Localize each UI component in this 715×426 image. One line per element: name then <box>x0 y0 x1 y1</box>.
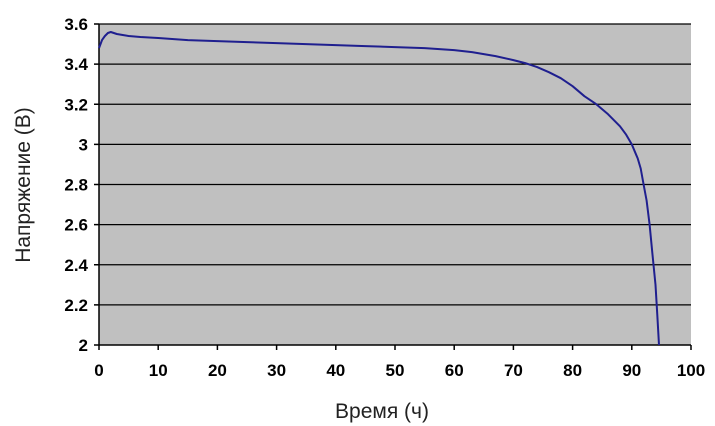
y-tick-labels: 2 2.2 2.4 2.6 2.8 3 3.2 3.4 3.6 <box>64 15 88 355</box>
voltage-series-line <box>98 31 660 346</box>
y-tick-label: 3.4 <box>64 55 88 74</box>
series-layer <box>98 31 660 346</box>
x-tick-labels: 0 10 20 30 40 50 60 70 80 90 100 <box>94 361 705 380</box>
x-tick-label: 60 <box>445 361 464 380</box>
axes <box>94 23 692 350</box>
y-tick-label: 3.6 <box>64 15 88 34</box>
x-tick-label: 100 <box>677 361 705 380</box>
x-tick-label: 80 <box>563 361 582 380</box>
x-tick-label: 90 <box>622 361 641 380</box>
x-tick-label: 40 <box>326 361 345 380</box>
x-tick-label: 10 <box>149 361 168 380</box>
y-tick-label: 2.6 <box>64 216 88 235</box>
y-tick-label: 2.4 <box>64 256 88 275</box>
y-tick-label: 2.2 <box>64 296 88 315</box>
y-tick-label: 2.8 <box>64 176 88 195</box>
x-axis-title: Время (ч) <box>335 400 429 423</box>
x-tick-label: 30 <box>267 361 286 380</box>
grid-lines <box>99 23 691 306</box>
y-tick-label: 3.2 <box>64 95 88 114</box>
y-tick-label: 3 <box>79 135 88 154</box>
y-tick-label: 2 <box>79 336 88 355</box>
x-tick-label: 70 <box>504 361 523 380</box>
x-tick-label: 0 <box>94 361 103 380</box>
y-axis-title: Напряжение (В) <box>12 107 35 263</box>
x-tick-label: 50 <box>386 361 405 380</box>
x-tick-label: 20 <box>208 361 227 380</box>
